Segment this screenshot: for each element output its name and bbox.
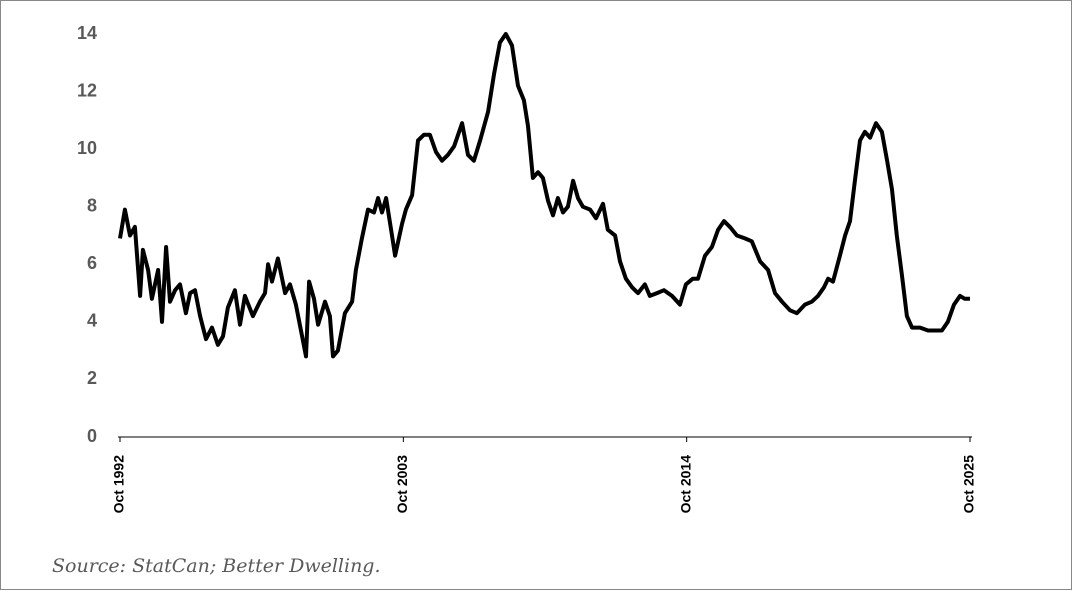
y-tick-label: 8: [87, 195, 97, 215]
y-tick-label: 10: [77, 138, 97, 158]
y-tick-label: 2: [87, 368, 97, 388]
data-line: [118, 32, 970, 359]
x-tick-label: Oct 2025: [961, 455, 977, 514]
y-tick-label: 0: [87, 426, 97, 446]
x-tick-label: Oct 2014: [677, 455, 693, 514]
y-tick-label: 4: [87, 311, 97, 331]
y-tick-label: 14: [77, 23, 97, 43]
y-tick-label: 12: [77, 80, 97, 100]
source-note: Source: StatCan; Better Dwelling.: [52, 555, 381, 577]
y-tick-label: 6: [87, 253, 97, 273]
x-tick-label: Oct 1992: [111, 455, 127, 514]
x-tick-label: Oct 2003: [394, 455, 410, 514]
